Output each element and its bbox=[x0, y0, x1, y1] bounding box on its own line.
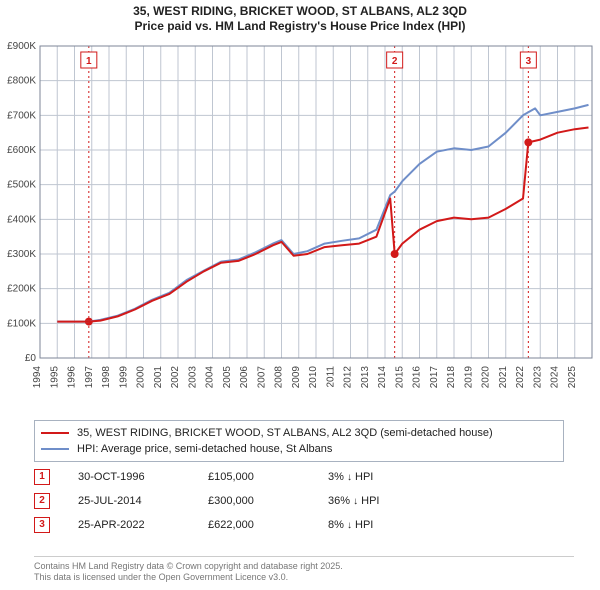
svg-text:£400K: £400K bbox=[7, 214, 36, 225]
svg-text:2025: 2025 bbox=[567, 366, 578, 389]
svg-text:2: 2 bbox=[392, 56, 398, 67]
svg-text:2011: 2011 bbox=[325, 366, 336, 388]
svg-text:2022: 2022 bbox=[515, 366, 526, 389]
arrow-down-icon: ↓ bbox=[347, 520, 352, 531]
svg-text:2008: 2008 bbox=[274, 366, 285, 389]
event-note: 36% ↓ HPI bbox=[328, 495, 564, 507]
svg-text:2009: 2009 bbox=[291, 366, 302, 389]
svg-text:2005: 2005 bbox=[222, 366, 233, 389]
svg-text:2015: 2015 bbox=[394, 366, 405, 389]
svg-text:2000: 2000 bbox=[136, 366, 147, 389]
event-price: £622,000 bbox=[208, 519, 328, 531]
svg-text:2016: 2016 bbox=[412, 366, 423, 389]
event-price: £300,000 bbox=[208, 495, 328, 507]
title-line-1: 35, WEST RIDING, BRICKET WOOD, ST ALBANS… bbox=[0, 4, 600, 19]
event-date: 25-APR-2022 bbox=[78, 519, 208, 531]
event-note: 8% ↓ HPI bbox=[328, 519, 564, 531]
event-row: 2 25-JUL-2014 £300,000 36% ↓ HPI bbox=[34, 489, 564, 513]
svg-text:2002: 2002 bbox=[170, 366, 181, 389]
svg-text:£0: £0 bbox=[25, 353, 37, 364]
footer: Contains HM Land Registry data © Crown c… bbox=[34, 556, 574, 584]
svg-text:£700K: £700K bbox=[7, 110, 36, 121]
event-date: 30-OCT-1996 bbox=[78, 471, 208, 483]
svg-text:2013: 2013 bbox=[360, 366, 371, 389]
event-price: £105,000 bbox=[208, 471, 328, 483]
svg-text:2001: 2001 bbox=[153, 366, 164, 389]
svg-text:2017: 2017 bbox=[429, 366, 440, 389]
svg-text:£200K: £200K bbox=[7, 284, 36, 295]
svg-text:3: 3 bbox=[526, 56, 532, 67]
page: 35, WEST RIDING, BRICKET WOOD, ST ALBANS… bbox=[0, 0, 600, 590]
svg-text:£900K: £900K bbox=[7, 41, 36, 52]
legend-label: HPI: Average price, semi-detached house,… bbox=[77, 443, 332, 455]
event-note: 3% ↓ HPI bbox=[328, 471, 564, 483]
svg-text:2024: 2024 bbox=[550, 366, 561, 389]
svg-text:2003: 2003 bbox=[187, 366, 198, 389]
legend-label: 35, WEST RIDING, BRICKET WOOD, ST ALBANS… bbox=[77, 427, 493, 439]
footer-line-1: Contains HM Land Registry data © Crown c… bbox=[34, 561, 574, 573]
arrow-down-icon: ↓ bbox=[353, 496, 358, 507]
svg-text:1998: 1998 bbox=[101, 366, 112, 389]
svg-text:£300K: £300K bbox=[7, 249, 36, 260]
chart: £0 £100K £200K £300K £400K £500K £600K £700K £80… bbox=[2, 40, 598, 410]
svg-text:£100K: £100K bbox=[7, 318, 36, 329]
event-date: 25-JUL-2014 bbox=[78, 495, 208, 507]
svg-text:2006: 2006 bbox=[239, 366, 250, 389]
legend-row: HPI: Average price, semi-detached house,… bbox=[41, 441, 557, 457]
arrow-down-icon: ↓ bbox=[347, 472, 352, 483]
svg-text:£600K: £600K bbox=[7, 145, 36, 156]
chart-title: 35, WEST RIDING, BRICKET WOOD, ST ALBANS… bbox=[0, 0, 600, 34]
svg-text:2019: 2019 bbox=[463, 366, 474, 389]
svg-text:£500K: £500K bbox=[7, 180, 36, 191]
chart-svg: £0 £100K £200K £300K £400K £500K £600K £700K £80… bbox=[2, 40, 598, 410]
svg-text:2021: 2021 bbox=[498, 366, 509, 389]
event-number-box: 1 bbox=[34, 469, 50, 485]
event-row: 3 25-APR-2022 £622,000 8% ↓ HPI bbox=[34, 513, 564, 537]
event-row: 1 30-OCT-1996 £105,000 3% ↓ HPI bbox=[34, 465, 564, 489]
legend: 35, WEST RIDING, BRICKET WOOD, ST ALBANS… bbox=[34, 420, 564, 462]
svg-text:1997: 1997 bbox=[84, 366, 95, 389]
svg-text:£800K: £800K bbox=[7, 76, 36, 87]
event-number-box: 3 bbox=[34, 517, 50, 533]
svg-text:1999: 1999 bbox=[118, 366, 129, 389]
svg-text:2004: 2004 bbox=[205, 366, 216, 389]
events-table: 1 30-OCT-1996 £105,000 3% ↓ HPI 2 25-JUL… bbox=[34, 465, 564, 537]
svg-text:2020: 2020 bbox=[481, 366, 492, 389]
legend-swatch bbox=[41, 448, 69, 450]
svg-text:1995: 1995 bbox=[49, 366, 60, 389]
svg-text:1: 1 bbox=[86, 56, 92, 67]
svg-text:2018: 2018 bbox=[446, 366, 457, 389]
legend-row: 35, WEST RIDING, BRICKET WOOD, ST ALBANS… bbox=[41, 425, 557, 441]
event-number-box: 2 bbox=[34, 493, 50, 509]
title-line-2: Price paid vs. HM Land Registry's House … bbox=[0, 19, 600, 34]
footer-line-2: This data is licensed under the Open Gov… bbox=[34, 572, 574, 584]
svg-text:2010: 2010 bbox=[308, 366, 319, 389]
svg-text:1994: 1994 bbox=[32, 366, 43, 389]
svg-text:1996: 1996 bbox=[67, 366, 78, 389]
svg-text:2012: 2012 bbox=[343, 366, 354, 389]
svg-text:2007: 2007 bbox=[256, 366, 267, 389]
svg-text:2023: 2023 bbox=[532, 366, 543, 389]
legend-swatch bbox=[41, 432, 69, 434]
svg-text:2014: 2014 bbox=[377, 366, 388, 389]
